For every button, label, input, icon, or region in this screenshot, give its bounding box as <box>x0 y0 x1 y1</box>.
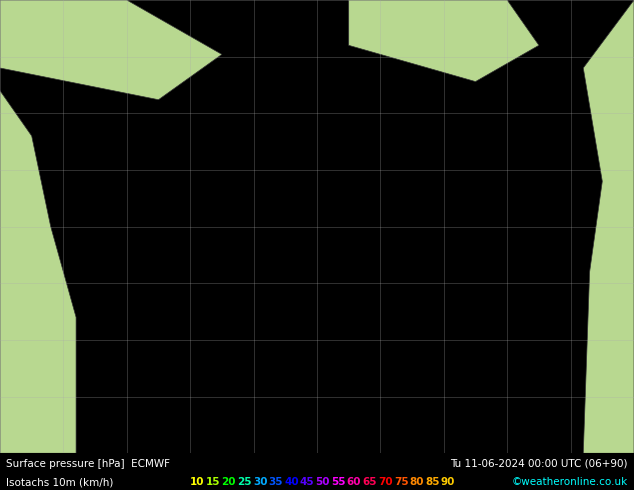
Text: 10: 10 <box>190 477 205 487</box>
Polygon shape <box>0 0 222 99</box>
Text: 65: 65 <box>363 477 377 487</box>
Text: 25: 25 <box>237 477 252 487</box>
Polygon shape <box>0 91 76 453</box>
Text: 80: 80 <box>410 477 424 487</box>
Text: 30: 30 <box>253 477 268 487</box>
Text: 70: 70 <box>378 477 393 487</box>
Text: 85: 85 <box>425 477 439 487</box>
Text: 45: 45 <box>300 477 314 487</box>
Text: 15: 15 <box>206 477 221 487</box>
Text: 75: 75 <box>394 477 408 487</box>
Text: Surface pressure [hPa]  ECMWF: Surface pressure [hPa] ECMWF <box>6 459 171 469</box>
Text: Tu 11-06-2024 00:00 UTC (06+90): Tu 11-06-2024 00:00 UTC (06+90) <box>450 459 628 469</box>
Text: Isotachs 10m (km/h): Isotachs 10m (km/h) <box>6 477 113 487</box>
Text: 55: 55 <box>331 477 346 487</box>
Text: 35: 35 <box>269 477 283 487</box>
Text: ©weatheronline.co.uk: ©weatheronline.co.uk <box>512 477 628 487</box>
Text: 60: 60 <box>347 477 361 487</box>
Text: 90: 90 <box>441 477 455 487</box>
Polygon shape <box>349 0 539 82</box>
Text: 20: 20 <box>221 477 236 487</box>
Polygon shape <box>583 0 634 453</box>
Text: 50: 50 <box>316 477 330 487</box>
Text: 40: 40 <box>284 477 299 487</box>
